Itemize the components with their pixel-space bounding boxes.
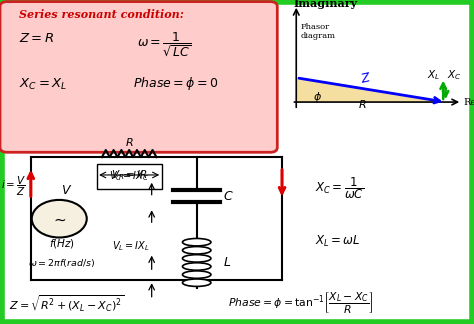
Text: $f(Hz)$: $f(Hz)$ <box>49 237 74 250</box>
Text: $X_C = X_L$: $X_C = X_L$ <box>19 76 67 92</box>
FancyBboxPatch shape <box>2 2 472 322</box>
Text: $V$: $V$ <box>61 184 72 197</box>
Circle shape <box>32 200 87 237</box>
Text: $X_L = \omega L$: $X_L = \omega L$ <box>315 234 361 249</box>
Text: $\omega = 2\pi f(rad/s)$: $\omega = 2\pi f(rad/s)$ <box>28 257 95 269</box>
Text: $X_C = \dfrac{1}{\omega C}$: $X_C = \dfrac{1}{\omega C}$ <box>315 175 365 201</box>
Polygon shape <box>296 78 446 102</box>
FancyBboxPatch shape <box>97 164 162 189</box>
Text: $\omega = \dfrac{1}{\sqrt{LC}}$: $\omega = \dfrac{1}{\sqrt{LC}}$ <box>137 31 192 59</box>
Text: $Z = \sqrt{R^2 + (X_L - X_C)^2}$: $Z = \sqrt{R^2 + (X_L - X_C)^2}$ <box>9 293 124 313</box>
Text: $X_C$: $X_C$ <box>447 68 462 82</box>
Text: $\phi$: $\phi$ <box>313 90 322 104</box>
Ellipse shape <box>182 238 211 246</box>
Text: $C$: $C$ <box>223 190 234 202</box>
Ellipse shape <box>182 247 211 254</box>
Ellipse shape <box>182 279 211 286</box>
Text: $i = \dfrac{V}{Z}$: $i = \dfrac{V}{Z}$ <box>1 175 26 198</box>
Text: $Phase = \phi = \tan^{-1}\!\left[\dfrac{X_L - X_C}{R}\right]$: $Phase = \phi = \tan^{-1}\!\left[\dfrac{… <box>228 290 373 316</box>
Text: $L$: $L$ <box>223 256 231 269</box>
Text: $X_L$: $X_L$ <box>427 68 440 82</box>
Ellipse shape <box>182 255 211 262</box>
Text: $Z = R$: $Z = R$ <box>19 32 55 45</box>
Text: $V_L = IX_L$: $V_L = IX_L$ <box>112 239 149 253</box>
Ellipse shape <box>182 263 211 270</box>
Text: Rea: Rea <box>464 98 474 107</box>
Text: $R$: $R$ <box>125 136 134 148</box>
Ellipse shape <box>182 271 211 278</box>
FancyBboxPatch shape <box>0 2 277 152</box>
Text: $Phase = \phi = 0$: $Phase = \phi = 0$ <box>133 75 218 92</box>
Text: $\sim$: $\sim$ <box>51 211 67 226</box>
Text: $V_C = IX_C$: $V_C = IX_C$ <box>109 169 149 183</box>
Text: $V_R = IR$: $V_R = IR$ <box>111 168 147 182</box>
Text: Imaginary: Imaginary <box>294 0 358 9</box>
Text: $Z$: $Z$ <box>359 70 373 86</box>
Text: Series resonant condition:: Series resonant condition: <box>19 9 184 20</box>
Text: Phasor
diagram: Phasor diagram <box>301 23 336 40</box>
Text: $R$: $R$ <box>358 98 367 110</box>
